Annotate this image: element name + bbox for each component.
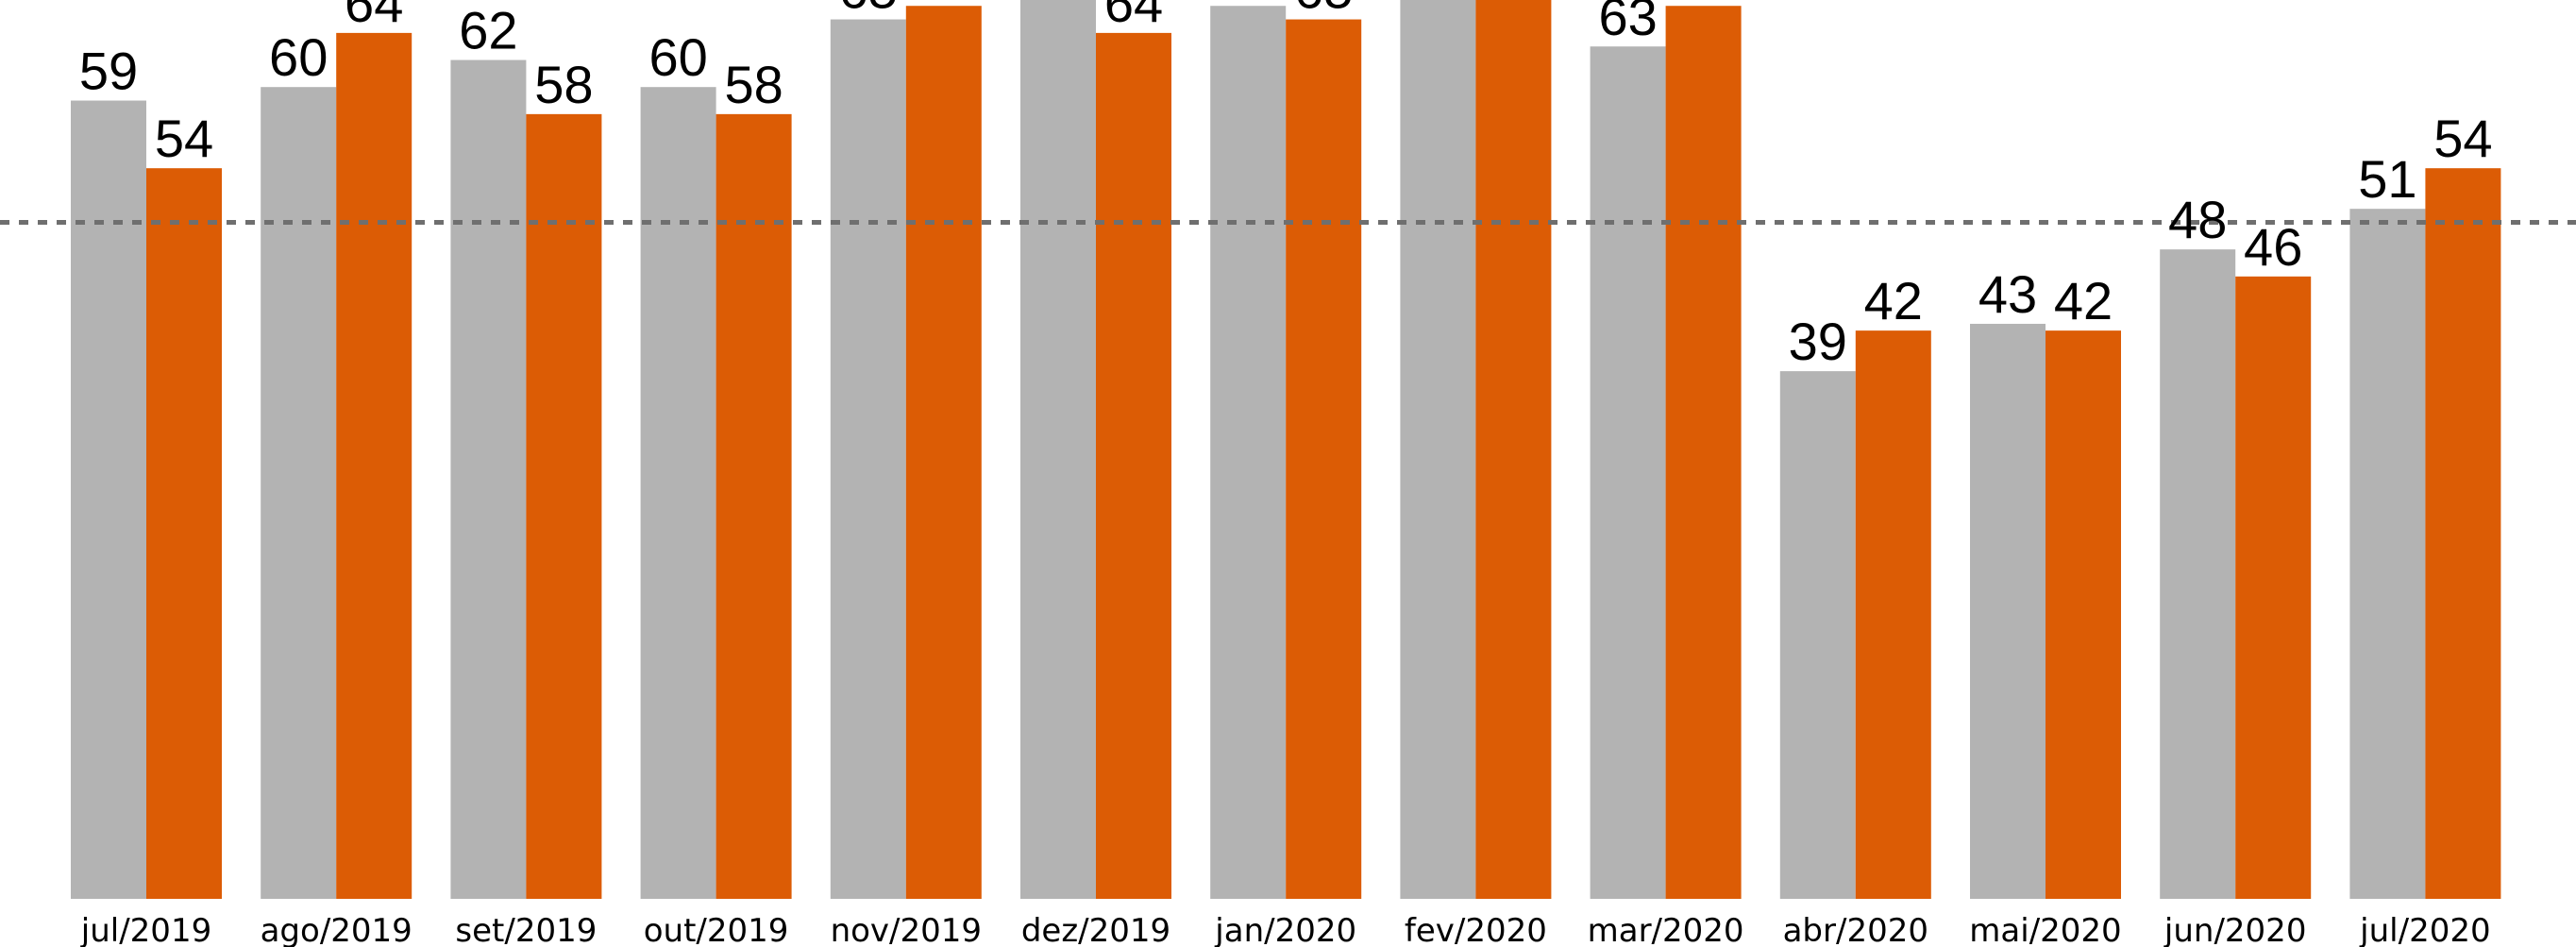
bar-series-2-dez-2019 — [1096, 32, 1171, 899]
x-tick-label-jan-2020: jan/2020 — [1214, 912, 1356, 947]
bar-series-1-fev-2020 — [1400, 0, 1476, 900]
bar-series-2-set-2019 — [526, 113, 602, 900]
bars-layer — [71, 0, 2501, 900]
data-label-series-1-jun-2020: 48 — [2168, 190, 2227, 249]
x-tick-label-dez-2019: dez/2019 — [1021, 912, 1170, 947]
data-label-series-2-jan-2020: 65 — [1294, 0, 1353, 20]
data-label-series-1-set-2019: 62 — [459, 1, 517, 60]
bar-series-1-out-2019 — [640, 87, 716, 899]
x-axis-ticks-layer: jul/2019 ago/2019 set/2019 out/2019 nov/2019… — [80, 912, 2491, 947]
bar-series-1-mar-2020 — [1590, 46, 1666, 899]
x-tick-label-mar-2020: mar/2020 — [1588, 912, 1744, 947]
data-label-series-1-abr-2020: 39 — [1789, 312, 1847, 371]
bar-series-1-jan-2020 — [1210, 6, 1287, 900]
bar-series-2-mar-2020 — [1665, 6, 1742, 900]
bar-series-1-dez-2019 — [1020, 0, 1096, 900]
data-label-series-1-mai-2020: 43 — [1978, 264, 2037, 324]
value-labels-layer: 5954606462586058656668646665686763663942… — [79, 0, 2493, 371]
data-label-series-2-abr-2020: 42 — [1864, 271, 1923, 330]
data-label-series-1-out-2019: 60 — [648, 27, 707, 87]
data-label-series-1-jan-2020: 66 — [1219, 0, 1277, 6]
bar-series-1-jul-2019 — [71, 100, 146, 899]
bar-series-2-jul-2019 — [146, 168, 222, 899]
x-tick-label-out-2019: out/2019 — [644, 912, 789, 947]
data-label-series-1-jul-2019: 59 — [79, 42, 138, 101]
bar-series-1-nov-2019 — [830, 19, 906, 900]
data-label-series-2-mai-2020: 42 — [2054, 271, 2113, 330]
bar-series-2-abr-2020 — [1855, 330, 1931, 899]
bar-series-2-ago-2019 — [336, 32, 412, 899]
data-label-series-1-jul-2020: 51 — [2358, 149, 2416, 209]
data-label-series-2-jun-2020: 46 — [2244, 217, 2302, 277]
bar-series-2-jun-2020 — [2235, 276, 2312, 899]
bar-series-2-fev-2020 — [1475, 0, 1552, 899]
data-label-series-1-nov-2019: 65 — [839, 0, 898, 20]
data-label-series-2-dez-2019: 64 — [1104, 0, 1163, 33]
data-label-series-1-ago-2019: 60 — [269, 27, 328, 87]
x-tick-label-fev-2020: fev/2020 — [1405, 912, 1547, 947]
x-tick-label-jul-2020: jul/2020 — [2359, 912, 2490, 947]
data-label-series-2-out-2019: 58 — [724, 55, 783, 114]
bar-series-1-ago-2019 — [261, 87, 337, 899]
data-label-series-2-jul-2020: 54 — [2433, 109, 2492, 168]
bar-series-2-jul-2020 — [2425, 168, 2501, 899]
x-tick-label-jul-2019: jul/2019 — [80, 912, 211, 947]
data-label-series-2-mar-2020: 66 — [1674, 0, 1732, 6]
data-label-series-2-set-2019: 58 — [534, 55, 593, 114]
x-tick-label-set-2019: set/2019 — [455, 912, 597, 947]
bar-series-1-jul-2020 — [2349, 209, 2426, 900]
x-tick-label-ago-2019: ago/2019 — [261, 912, 412, 947]
data-label-series-2-jul-2019: 54 — [155, 109, 213, 168]
data-label-series-2-ago-2019: 64 — [345, 0, 403, 33]
x-tick-label-abr-2020: abr/2020 — [1783, 912, 1928, 947]
bar-series-2-nov-2019 — [905, 6, 982, 900]
bar-series-1-set-2019 — [450, 59, 527, 900]
bar-series-2-out-2019 — [716, 113, 792, 900]
x-tick-label-mai-2020: mai/2020 — [1969, 912, 2121, 947]
data-label-series-1-mar-2020: 63 — [1598, 0, 1657, 46]
bar-series-1-abr-2020 — [1779, 371, 1856, 899]
data-label-series-2-nov-2019: 66 — [915, 0, 973, 6]
bar-series-1-jun-2020 — [2160, 249, 2236, 899]
x-tick-label-nov-2019: nov/2019 — [831, 912, 982, 947]
bar-series-1-mai-2020 — [1970, 323, 2046, 900]
bar-series-2-jan-2020 — [1286, 19, 1362, 900]
bar-series-2-mai-2020 — [2046, 330, 2121, 899]
x-tick-label-jun-2020: jun/2020 — [2164, 912, 2307, 947]
